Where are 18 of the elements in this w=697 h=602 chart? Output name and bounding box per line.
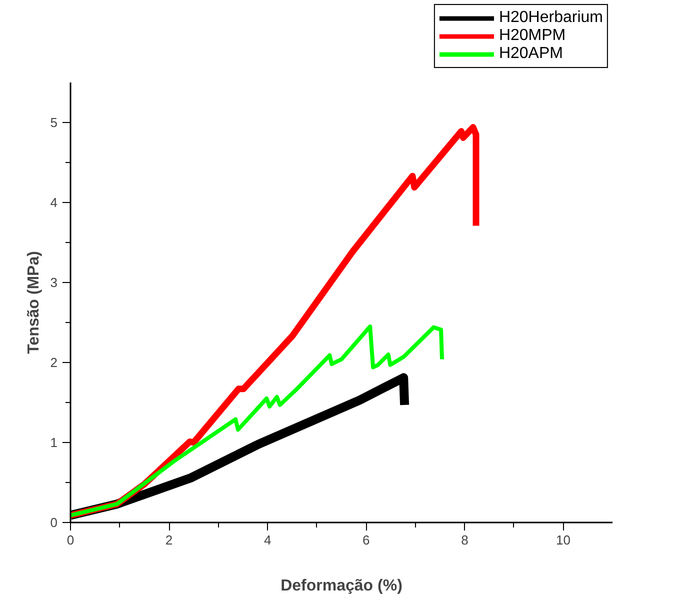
y-tick-label: 4 xyxy=(50,195,58,210)
legend-label: H20MPM xyxy=(498,27,566,45)
x-tick-label: 8 xyxy=(461,532,468,548)
legend-label: H20APM xyxy=(498,45,563,63)
legend-label: H20Herbarium xyxy=(498,9,603,27)
x-tick-label: 2 xyxy=(165,532,173,548)
y-tick-label: 3 xyxy=(50,275,58,290)
line-series xyxy=(70,324,444,518)
y-tick-label: 5 xyxy=(50,115,58,130)
y-axis-title: Tensão (MPa) xyxy=(25,251,42,354)
x-tick-label: 4 xyxy=(264,532,272,548)
y-tick-label: 2 xyxy=(50,355,58,370)
x-tick-label: 6 xyxy=(362,532,370,548)
y-tick-label: 1 xyxy=(50,435,58,450)
x-axis-title: Deformação (%) xyxy=(280,578,402,594)
x-tick-label: 0 xyxy=(66,532,74,548)
y-tick-label: 0 xyxy=(50,515,58,530)
x-tick-label: 10 xyxy=(556,532,570,548)
